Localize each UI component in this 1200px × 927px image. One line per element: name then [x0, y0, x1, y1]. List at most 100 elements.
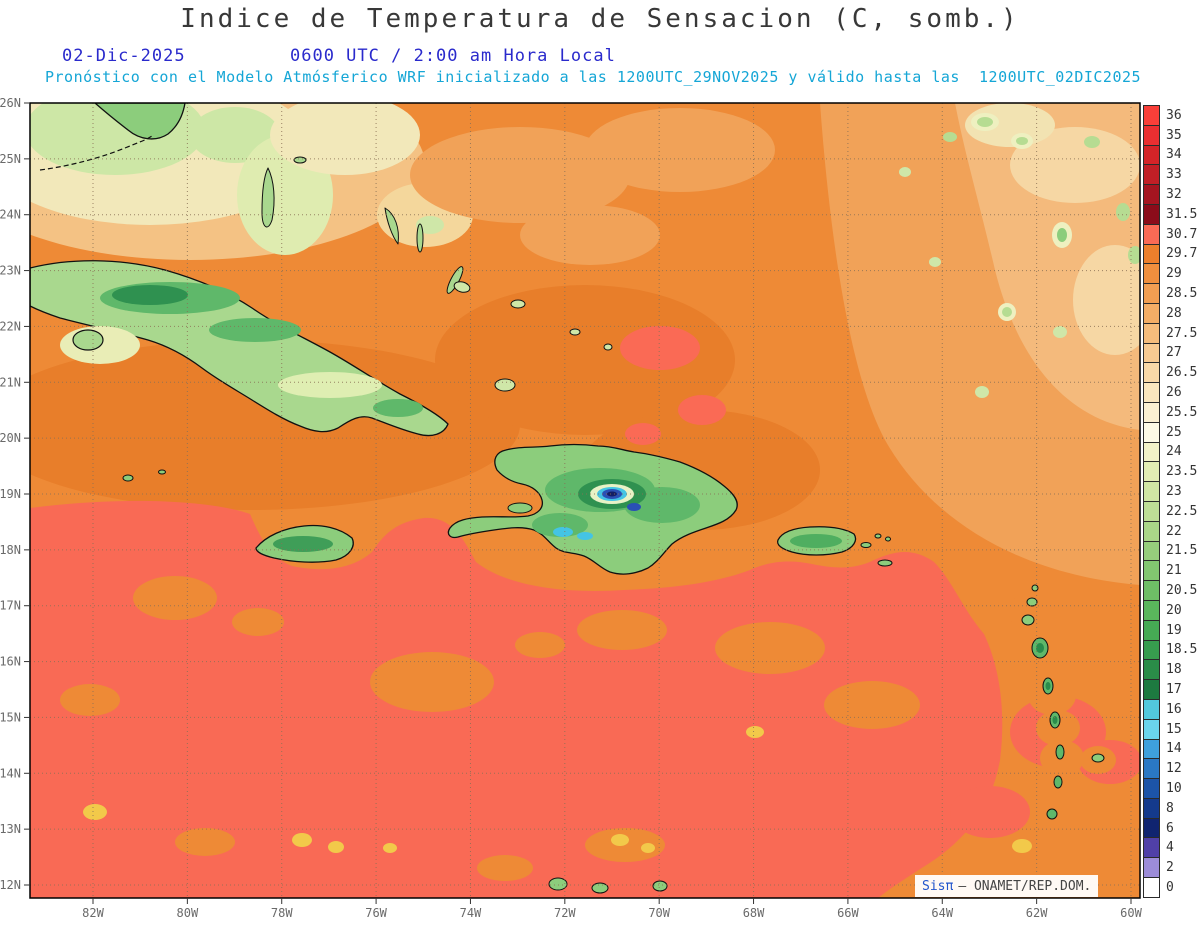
colorbar-swatch [1143, 124, 1160, 146]
colorbar-swatch [1143, 817, 1160, 839]
colorbar-entry: 18 [1143, 659, 1197, 681]
colorbar-entry: 12 [1143, 758, 1197, 780]
axis-label: 13N [0, 822, 21, 836]
colorbar-label: 6 [1166, 820, 1174, 836]
colorbar-entry: 19 [1143, 619, 1197, 641]
colorbar-label: 0 [1166, 879, 1174, 895]
colorbar-label: 21 [1166, 563, 1182, 579]
colorbar-label: 33 [1166, 167, 1182, 183]
axis-label: 66W [837, 906, 859, 920]
forecast-line: Pronóstico con el Modelo Atmósferico WRF… [45, 68, 1142, 86]
axis-label: 21N [0, 375, 21, 389]
colorbar-swatch [1143, 857, 1160, 879]
x-axis-labels: 82W 80W 78W 76W 74W 72W 70W 68W 66W 64W 62W 60W [82, 906, 1142, 920]
colorbar-swatch [1143, 619, 1160, 641]
colorbar-entry: 22.5 [1143, 500, 1198, 522]
colorbar-entry: 33 [1143, 164, 1197, 186]
colorbar: 36 35 34 33 32 31.5 30.7 29.7 29 28.5 28 27.5 27 26.5… [1143, 105, 1197, 898]
colorbar-swatch [1143, 302, 1160, 324]
colorbar-swatch [1143, 164, 1160, 186]
colorbar-label: 20.5 [1166, 583, 1198, 599]
axis-label: 12N [0, 878, 21, 892]
colorbar-label: 23.5 [1166, 464, 1198, 480]
colorbar-label: 29 [1166, 266, 1182, 282]
colorbar-swatch [1143, 659, 1160, 681]
colorbar-swatch [1143, 203, 1160, 225]
colorbar-entry: 14 [1143, 738, 1197, 760]
axis-label: 15N [0, 710, 21, 724]
colorbar-swatch [1143, 401, 1160, 423]
colorbar-swatch [1143, 698, 1160, 720]
colorbar-entry: 20.5 [1143, 580, 1197, 601]
colorbar-swatch [1143, 382, 1160, 403]
colorbar-entry: 34 [1143, 144, 1197, 166]
colorbar-label: 8 [1166, 800, 1174, 816]
colorbar-entry: 4 [1143, 837, 1197, 859]
grid [30, 103, 1140, 898]
colorbar-label: 25.5 [1166, 404, 1198, 420]
colorbar-entry: 21.5 [1143, 540, 1198, 562]
colorbar-swatch [1143, 877, 1160, 898]
colorbar-entry: 6 [1143, 817, 1197, 839]
axis-label: 18N [0, 543, 21, 557]
colorbar-entry: 26 [1143, 382, 1197, 403]
axis-label: 80W [177, 906, 199, 920]
colorbar-swatch [1143, 540, 1160, 562]
coastlines [30, 103, 1105, 894]
colorbar-label: 10 [1166, 780, 1182, 796]
colorbar-swatch [1143, 362, 1160, 384]
page-title: Indice de Temperatura de Sensacion (C, s… [180, 4, 1020, 34]
colorbar-swatch [1143, 758, 1160, 780]
colorbar-entry: 35 [1143, 124, 1197, 146]
colorbar-swatch [1143, 342, 1160, 364]
axis-label: 64W [931, 906, 953, 920]
axis-label: 16N [0, 655, 21, 669]
colorbar-label: 28 [1166, 305, 1182, 321]
axis-label: 22N [0, 319, 21, 333]
colorbar-entry: 25 [1143, 421, 1197, 443]
axis-label: 24N [0, 208, 21, 222]
axis-label: 78W [271, 906, 293, 920]
colorbar-swatch [1143, 580, 1160, 601]
colorbar-swatch [1143, 639, 1160, 661]
colorbar-swatch [1143, 263, 1160, 285]
colorbar-label: 18.5 [1166, 642, 1198, 658]
colorbar-swatch [1143, 679, 1160, 700]
axis-label: 23N [0, 264, 21, 278]
colorbar-label: 19 [1166, 622, 1182, 638]
colorbar-entry: 28.5 [1143, 283, 1197, 304]
colorbar-swatch [1143, 500, 1160, 522]
axis-label: 82W [82, 906, 104, 920]
colorbar-label: 22.5 [1166, 503, 1198, 519]
colorbar-entry: 26.5 [1143, 362, 1197, 384]
colorbar-swatch [1143, 778, 1160, 799]
colorbar-entry: 17 [1143, 679, 1197, 700]
colorbar-label: 32 [1166, 187, 1182, 203]
colorbar-label: 29.7 [1166, 246, 1198, 262]
colorbar-label: 34 [1166, 147, 1182, 163]
colorbar-label: 22 [1166, 523, 1182, 539]
plot-border [29, 102, 1141, 899]
colorbar-label: 21.5 [1166, 543, 1198, 559]
axis-label: 17N [0, 599, 21, 613]
colorbar-label: 4 [1166, 840, 1174, 856]
colorbar-entry: 18.5 [1143, 639, 1198, 661]
colorbar-entry: 10 [1143, 778, 1197, 799]
colorbar-swatch [1143, 322, 1160, 344]
colorbar-swatch [1143, 837, 1160, 859]
axis-label: 20N [0, 431, 21, 445]
colorbar-entry: 28 [1143, 302, 1197, 324]
colorbar-entry: 27 [1143, 342, 1197, 364]
colorbar-swatch [1143, 184, 1160, 205]
colorbar-swatch [1143, 599, 1160, 621]
colorbar-entry: 29 [1143, 263, 1197, 285]
axis-label: 72W [554, 906, 576, 920]
colorbar-label: 2 [1166, 860, 1174, 876]
colorbar-entry: 21 [1143, 560, 1197, 582]
colorbar-label: 27.5 [1166, 325, 1198, 341]
colorbar-label: 16 [1166, 701, 1182, 717]
colorbar-entry: 23.5 [1143, 461, 1198, 483]
colorbar-label: 12 [1166, 761, 1182, 777]
